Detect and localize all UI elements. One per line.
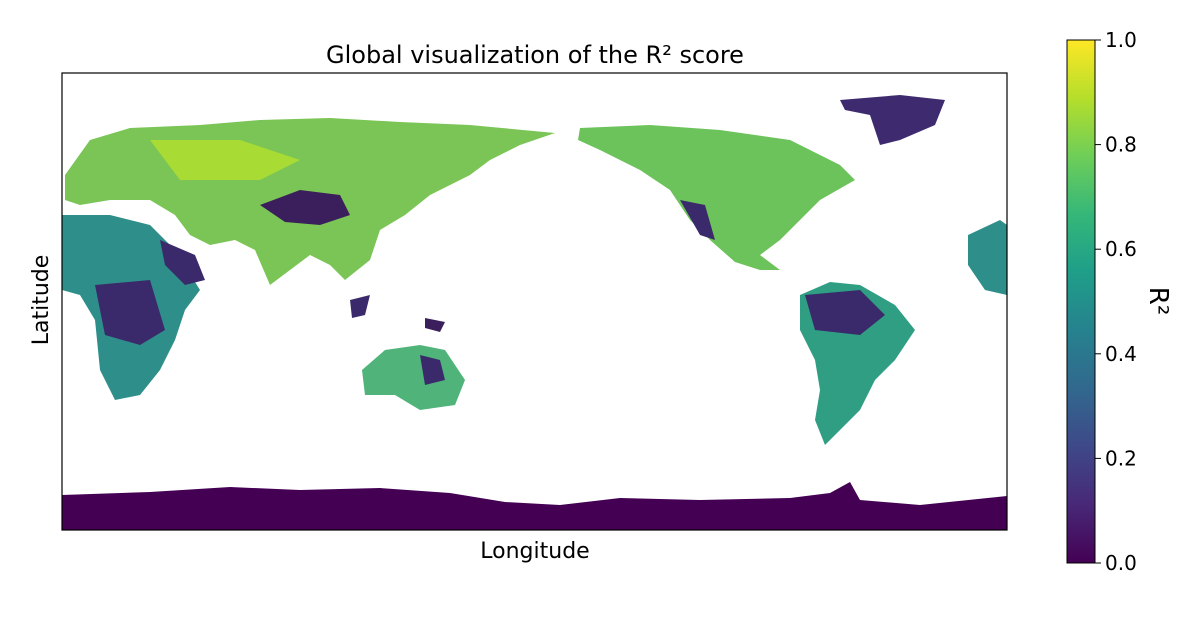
land (968, 220, 1007, 295)
colorbar-tick-label: 0.2 (1105, 446, 1137, 470)
x-axis-label: Longitude (480, 539, 589, 564)
land (62, 482, 1007, 530)
land (680, 200, 715, 240)
colorbar-tick-label: 0.4 (1105, 342, 1137, 366)
colorbar-tick-label: 1.0 (1105, 28, 1137, 52)
colorbar (1066, 39, 1096, 564)
land (150, 140, 300, 180)
land (840, 95, 945, 145)
land (260, 190, 350, 225)
land (578, 125, 855, 270)
land (350, 295, 370, 318)
land (160, 240, 205, 285)
land (805, 290, 885, 335)
land (420, 355, 445, 385)
y-axis-label: Latitude (29, 255, 54, 346)
map (61, 72, 1008, 531)
colorbar-tick-label: 0.6 (1105, 237, 1137, 261)
colorbar-tick-label: 0.0 (1105, 551, 1137, 575)
land (95, 280, 165, 345)
chart-title: Global visualization of the R² score (326, 41, 744, 69)
colorbar-label: R² (1143, 287, 1173, 316)
land (425, 318, 445, 332)
colorbar-tick-label: 0.8 (1105, 133, 1137, 157)
plot-frame (61, 72, 1008, 531)
